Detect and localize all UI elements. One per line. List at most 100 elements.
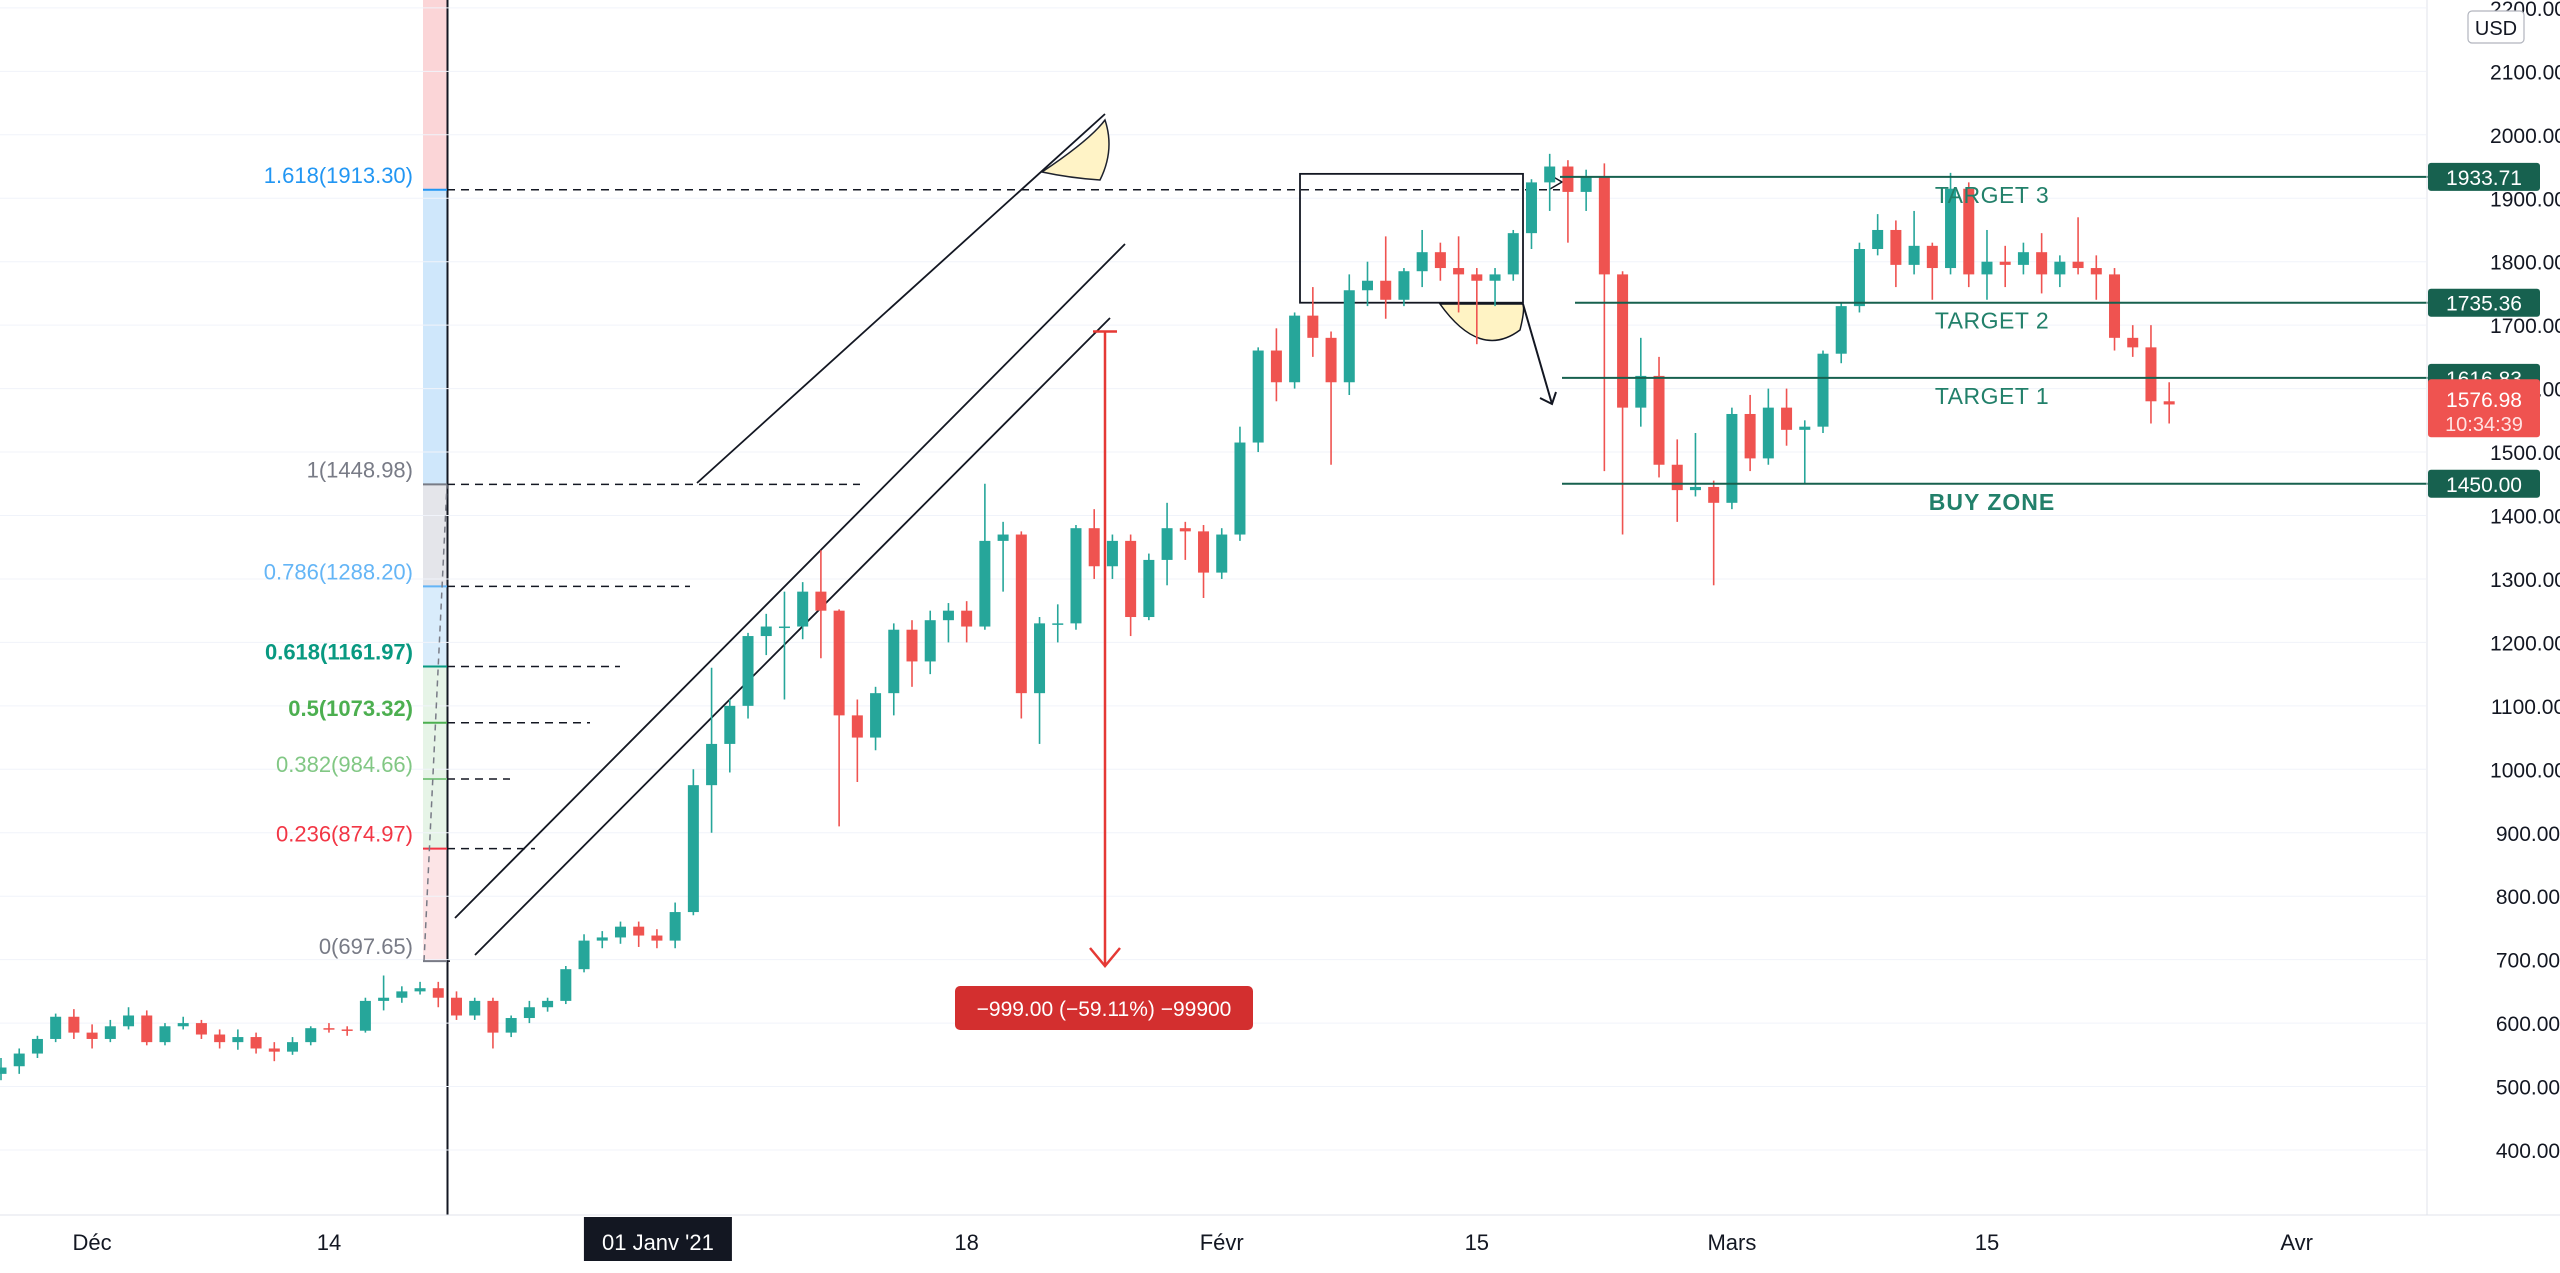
price-tick-17: 500.00 — [2496, 1077, 2560, 1100]
candle-body-7 — [123, 1015, 135, 1027]
candle-body-58 — [1052, 623, 1064, 625]
price-tick-12: 1000.00 — [2490, 759, 2560, 782]
time-tick-5: 15 — [1465, 1230, 1489, 1255]
candle-body-47 — [851, 715, 863, 738]
candle-body-92 — [1671, 464, 1683, 491]
target-price-tag-text-0: 1933.71 — [2446, 167, 2522, 190]
current-price-tag — [2428, 379, 2540, 438]
fib-label-4: 0.5(1073.32) — [288, 696, 413, 721]
price-axis[interactable]: 2200.002100.002000.001900.001800.001700.… — [2426, 0, 2560, 1215]
candle-body-3 — [50, 1016, 62, 1039]
candle-body-68 — [1234, 442, 1246, 535]
candle-body-5 — [86, 1032, 98, 1039]
candle-body-118 — [2145, 347, 2157, 402]
candle-body-97 — [1762, 407, 1774, 459]
candle-body-37 — [669, 912, 681, 941]
candle-body-103 — [1872, 229, 1884, 250]
candle-body-107 — [1945, 188, 1957, 269]
candle-body-73 — [1325, 337, 1337, 383]
price-tick-8: 1400.00 — [2490, 506, 2560, 529]
candle-body-116 — [2109, 274, 2121, 338]
candle-body-117 — [2127, 337, 2139, 348]
fib-retracement-bands — [423, 0, 449, 1215]
price-tick-5: 1700.00 — [2490, 315, 2560, 338]
candle-body-90 — [1635, 375, 1647, 408]
price-tick-11: 1100.00 — [2491, 696, 2560, 719]
measure-arrow-head — [1089, 947, 1121, 968]
candle-body-110 — [1999, 261, 2011, 265]
candle-body-0 — [0, 1067, 7, 1074]
candle-body-105 — [1908, 245, 1920, 265]
candle-body-104 — [1890, 229, 1902, 265]
candle-body-60 — [1088, 528, 1100, 567]
candle-body-111 — [2017, 252, 2029, 265]
candle-body-31 — [560, 969, 572, 1001]
candle-body-30 — [542, 1000, 554, 1008]
candle-body-85 — [1544, 166, 1556, 183]
candle-body-38 — [687, 785, 699, 913]
down-arrow — [1522, 303, 1557, 406]
time-tick-highlight-box — [583, 1217, 732, 1261]
candle-body-54 — [979, 540, 991, 627]
candle-body-95 — [1726, 413, 1738, 503]
candle-body-62 — [1125, 540, 1137, 618]
candle-body-4 — [68, 1016, 80, 1033]
candle-body-22 — [396, 991, 408, 998]
candle-body-84 — [1525, 182, 1537, 234]
fib-label-2: 0.786(1288.20) — [264, 559, 413, 584]
current-price-text: 1576.98 — [2446, 389, 2522, 412]
candle-body-75 — [1362, 280, 1373, 291]
price-tick-18: 400.00 — [2496, 1140, 2560, 1163]
price-tick-14: 800.00 — [2496, 886, 2560, 909]
candle-body-53 — [961, 610, 973, 627]
candle-body-86 — [1562, 166, 1574, 192]
candle-body-52 — [942, 610, 954, 621]
fib-label-3: 0.618(1161.97) — [265, 640, 413, 665]
candle-body-114 — [2072, 261, 2084, 269]
candle-body-82 — [1489, 274, 1501, 281]
candle-body-28 — [505, 1018, 517, 1033]
candle-body-102 — [1853, 249, 1865, 307]
candle-body-45 — [815, 591, 827, 611]
price-tick-10: 1200.00 — [2490, 632, 2560, 655]
candle-body-32 — [578, 940, 590, 970]
candle-body-64 — [1161, 528, 1173, 560]
time-tick-1: 14 — [317, 1230, 341, 1255]
fib-trend-line — [423, 484, 448, 962]
candle-body-89 — [1617, 274, 1629, 408]
candle-body-113 — [2054, 261, 2066, 275]
candle-body-72 — [1307, 315, 1319, 338]
price-tick-16: 600.00 — [2496, 1013, 2560, 1036]
fib-band-0786 — [423, 586, 447, 667]
price-tick-9: 1300.00 — [2490, 569, 2560, 592]
candle-body-2 — [31, 1038, 43, 1054]
price-tick-15: 700.00 — [2496, 950, 2560, 973]
candle-body-63 — [1143, 559, 1155, 618]
candle-body-51 — [924, 620, 936, 662]
measure-label: −999.00 (−59.11%) −99900 — [977, 998, 1232, 1021]
candle-body-20 — [359, 1000, 371, 1031]
candle-body-43 — [778, 626, 790, 629]
price-tick-1: 2100.00 — [2490, 61, 2560, 84]
candle-body-78 — [1416, 252, 1428, 272]
candle-body-24 — [432, 988, 444, 998]
candle-body-71 — [1289, 315, 1301, 383]
candles — [0, 153, 2175, 1081]
candle-body-9 — [159, 1026, 171, 1043]
target-lines: TARGET 3 TARGET 2 TARGET 1 BUY ZONE — [1560, 175, 2430, 515]
candle-body-40 — [724, 705, 736, 744]
currency-label: USD — [2475, 18, 2517, 40]
channel-lower-line — [454, 243, 1126, 919]
price-tick-13: 900.00 — [2496, 823, 2560, 846]
candle-body-27 — [487, 1000, 499, 1033]
candle-body-13 — [232, 1037, 244, 1043]
candle-body-106 — [1926, 245, 1938, 269]
candle-body-55 — [997, 534, 1009, 541]
target-label-1: TARGET 2 — [1935, 308, 2049, 334]
candle-body-25 — [451, 997, 462, 1016]
candle-body-79 — [1434, 252, 1446, 269]
candle-body-11 — [195, 1023, 207, 1035]
